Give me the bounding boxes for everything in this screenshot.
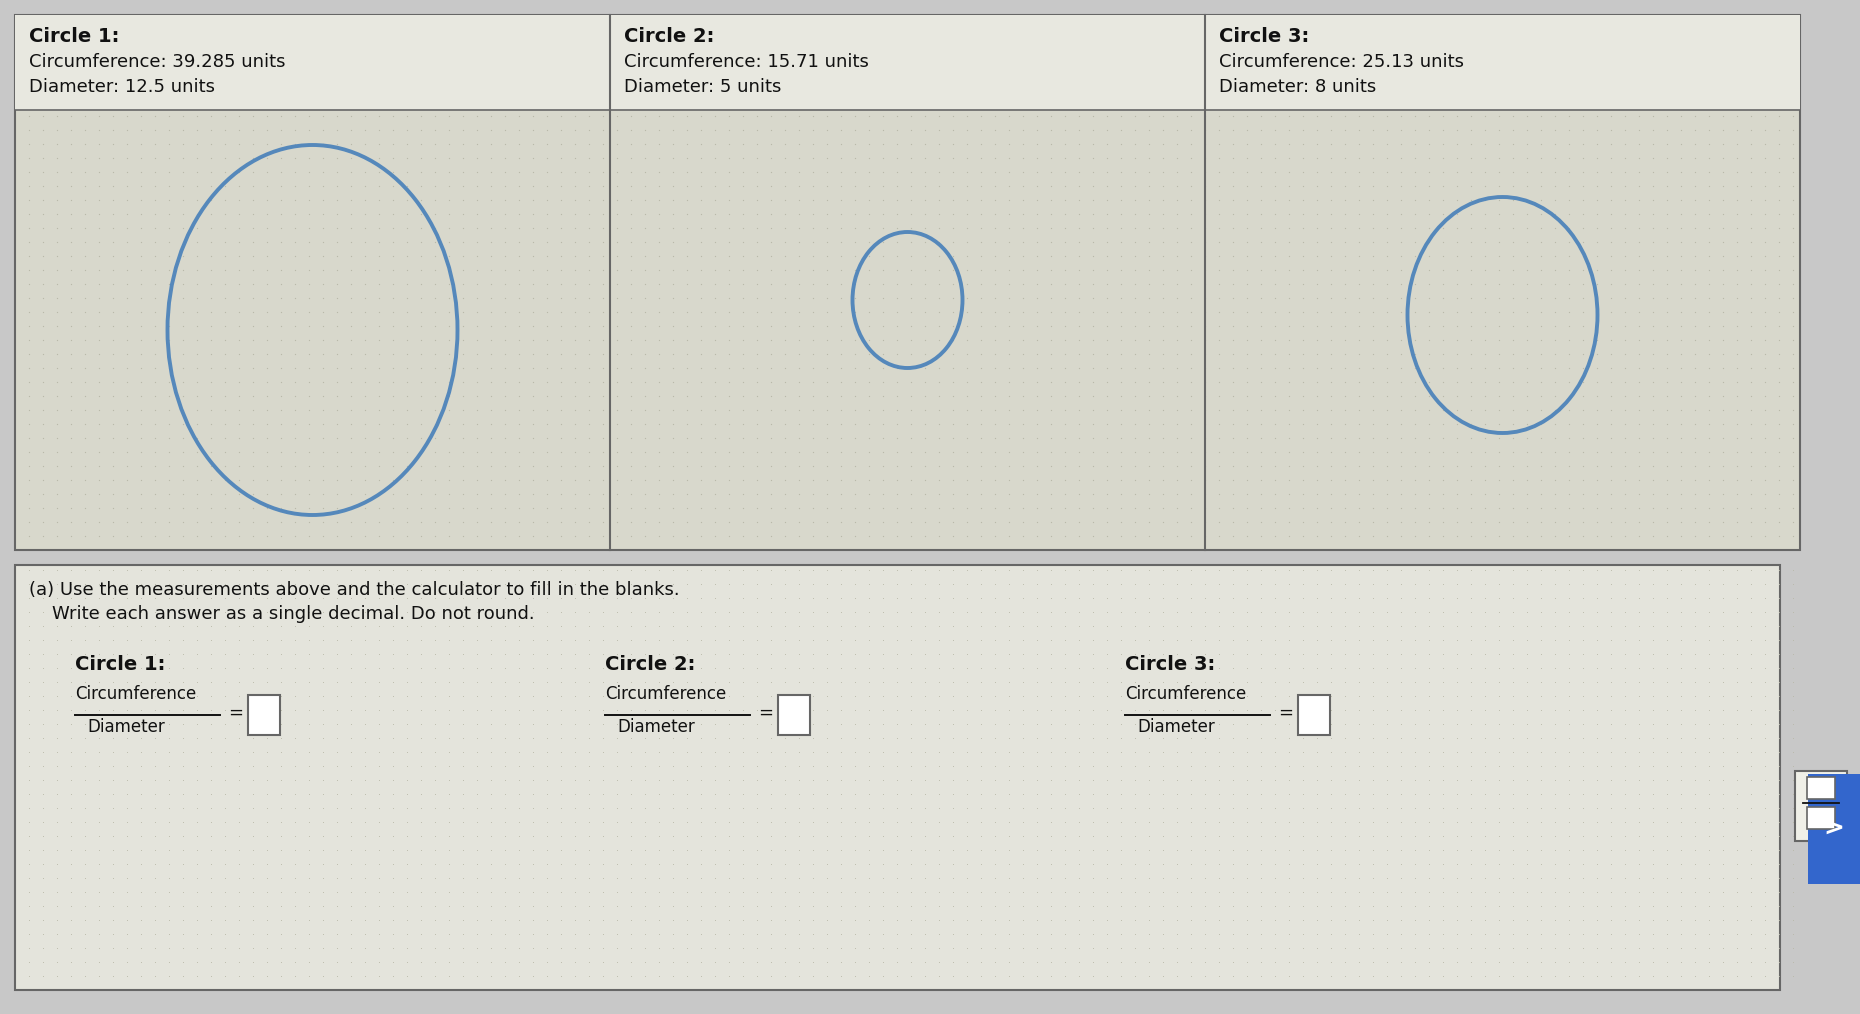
- Bar: [1808, 774, 1860, 884]
- Text: Diameter: Diameter: [1136, 718, 1215, 736]
- Bar: [15, 15, 1800, 550]
- Bar: [15, 565, 1780, 990]
- Bar: [247, 695, 281, 735]
- Text: Circle 2:: Circle 2:: [623, 27, 714, 46]
- Text: Circle 3:: Circle 3:: [1218, 27, 1309, 46]
- Text: =: =: [1278, 704, 1293, 722]
- Text: =: =: [229, 704, 244, 722]
- Text: Circle 2:: Circle 2:: [604, 655, 696, 674]
- Text: Circumference: Circumference: [1125, 685, 1246, 703]
- Text: Diameter: 5 units: Diameter: 5 units: [623, 78, 781, 96]
- Text: =: =: [759, 704, 774, 722]
- Text: Diameter: 8 units: Diameter: 8 units: [1218, 78, 1376, 96]
- Text: Diameter: Diameter: [618, 718, 696, 736]
- Bar: [1808, 807, 1836, 829]
- Bar: [1298, 695, 1330, 735]
- Bar: [777, 695, 809, 735]
- Text: Diameter: Diameter: [87, 718, 166, 736]
- Text: Circle 3:: Circle 3:: [1125, 655, 1215, 674]
- Text: (a) Use the measurements above and the calculator to fill in the blanks.: (a) Use the measurements above and the c…: [30, 581, 679, 599]
- Text: Write each answer as a single decimal. Do not round.: Write each answer as a single decimal. D…: [30, 605, 534, 623]
- Text: Circumference: Circumference: [74, 685, 197, 703]
- Bar: [1795, 772, 1847, 842]
- Text: Diameter: 12.5 units: Diameter: 12.5 units: [30, 78, 216, 96]
- Bar: [1808, 778, 1836, 799]
- Text: Circle 1:: Circle 1:: [74, 655, 166, 674]
- Text: Circle 1:: Circle 1:: [30, 27, 119, 46]
- Text: Circumference: Circumference: [604, 685, 725, 703]
- Text: Circumference: 39.285 units: Circumference: 39.285 units: [30, 53, 285, 71]
- Bar: [15, 15, 1800, 110]
- Text: Circumference: 15.71 units: Circumference: 15.71 units: [623, 53, 869, 71]
- Text: Circumference: 25.13 units: Circumference: 25.13 units: [1218, 53, 1464, 71]
- Text: >: >: [1823, 816, 1845, 841]
